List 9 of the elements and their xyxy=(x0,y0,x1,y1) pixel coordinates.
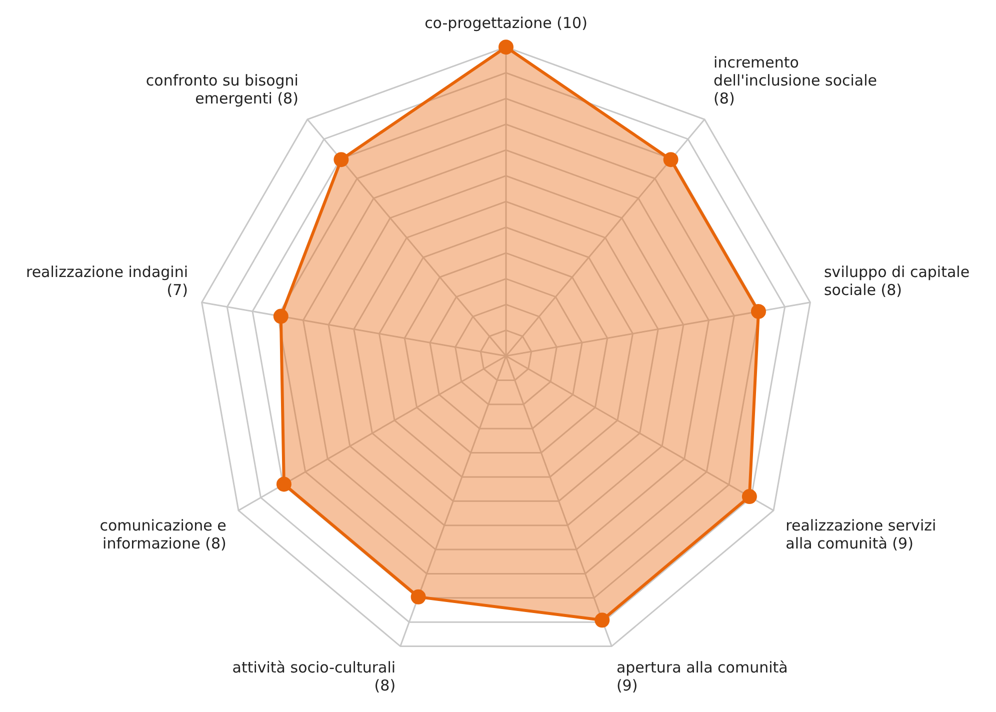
spoke-label: attività socio-culturali (8) xyxy=(232,658,396,694)
spoke-label: sviluppo di capitale sociale (8) xyxy=(824,262,970,299)
spoke-label: comunicazione e informazione (8) xyxy=(100,516,226,552)
spoke-label: apertura alla comunità (9) xyxy=(616,658,788,694)
spoke-label: confronto su bisogni emergenti (8) xyxy=(146,72,298,108)
spoke-label: realizzazione indagini (7) xyxy=(26,262,188,299)
spoke-label: co-progettazione (10) xyxy=(424,14,588,32)
spoke-label: realizzazione servizi alla comunità (9) xyxy=(786,516,936,552)
spoke-label: incremento dell'inclusione sociale (8) xyxy=(714,54,878,108)
